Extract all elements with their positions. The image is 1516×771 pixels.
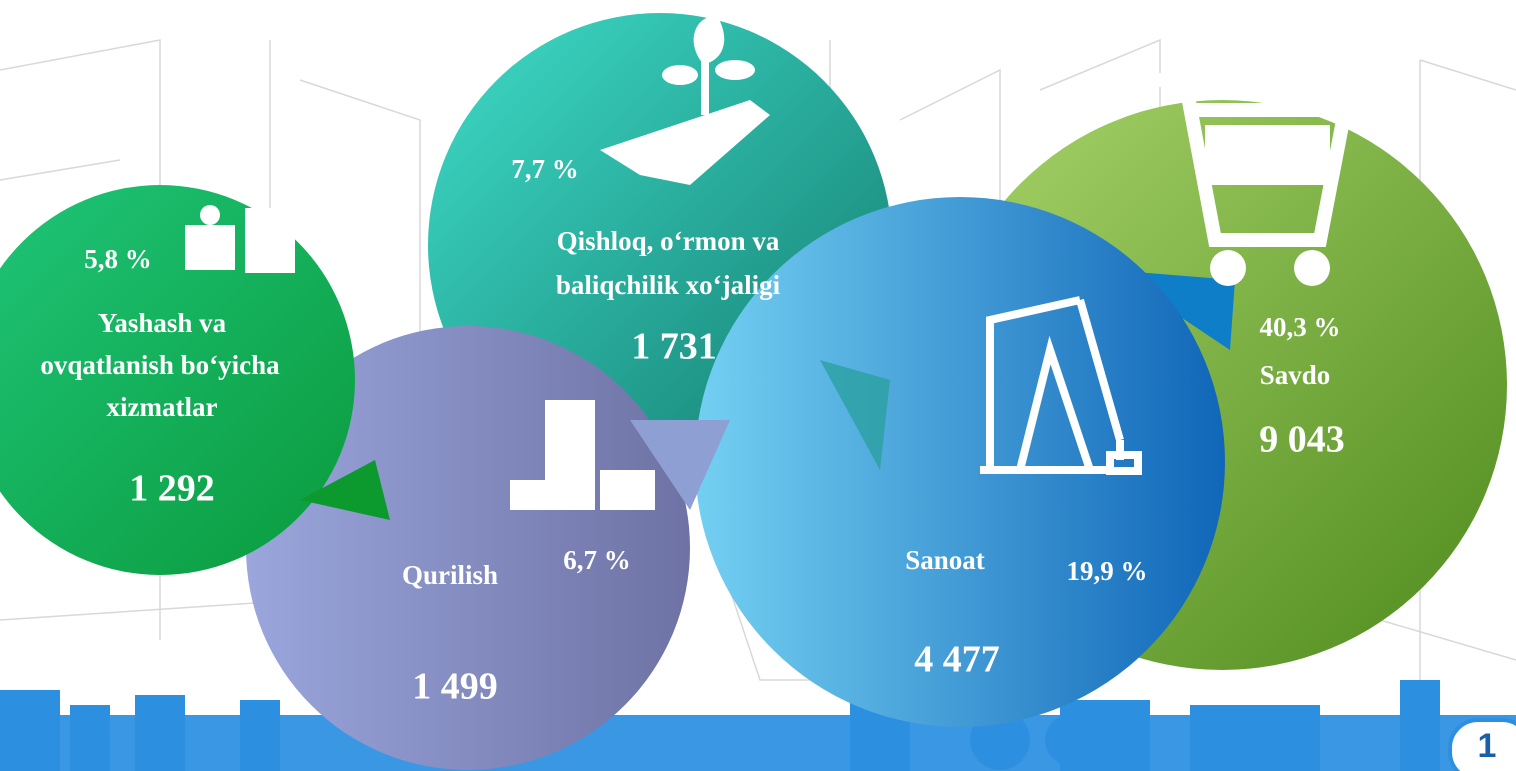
icon-cart bbox=[1150, 73, 1354, 286]
bubble-yashash bbox=[0, 185, 390, 575]
value: 1 499 bbox=[412, 666, 498, 708]
texts: 5,8 % Yashash va ovqatlanish bo‘yicha xi… bbox=[40, 154, 1344, 708]
label: ovqatlanish bo‘yicha bbox=[40, 350, 280, 380]
value: 4 477 bbox=[914, 639, 1000, 681]
icon-plant bbox=[600, 15, 770, 185]
label: Sanoat bbox=[905, 545, 985, 575]
page-badge: 1 bbox=[1448, 718, 1516, 771]
percent: 19,9 % bbox=[1067, 556, 1148, 586]
label: Savdo bbox=[1260, 360, 1331, 390]
percent: 6,7 % bbox=[563, 545, 631, 575]
label: Yashash va bbox=[98, 308, 227, 338]
percent: 40,3 % bbox=[1260, 312, 1341, 342]
page-number: 1 bbox=[1478, 727, 1497, 765]
label: baliqchilik xo‘jaligi bbox=[556, 270, 781, 300]
value: 9 043 bbox=[1259, 419, 1345, 461]
label: xizmatlar bbox=[107, 392, 218, 422]
label: Qishloq, o‘rmon va bbox=[557, 226, 780, 256]
icon-building bbox=[510, 400, 655, 510]
percent: 7,7 % bbox=[511, 154, 579, 184]
label: Qurilish bbox=[402, 560, 498, 590]
percent: 5,8 % bbox=[84, 244, 152, 274]
icon-food bbox=[185, 205, 295, 273]
icons bbox=[185, 15, 1354, 510]
value: 1 292 bbox=[129, 468, 215, 510]
value: 1 731 bbox=[631, 326, 717, 368]
icon-oil-pump bbox=[980, 296, 1142, 475]
skyline bbox=[0, 680, 1516, 771]
